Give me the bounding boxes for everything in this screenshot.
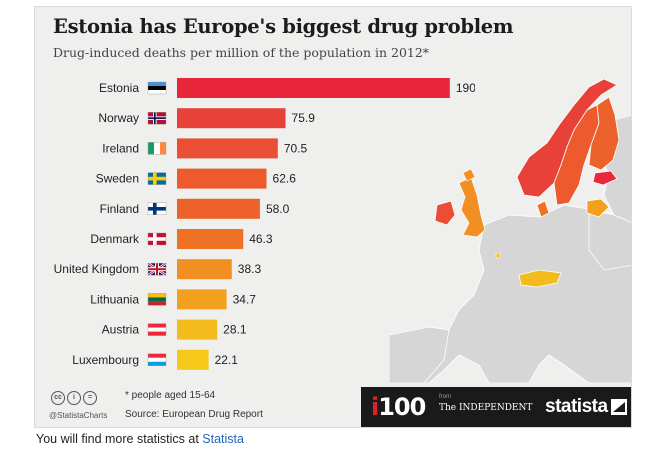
i100-logo: i100 (371, 393, 426, 421)
value-label: 62.6 (273, 172, 297, 186)
flag-icon (147, 112, 167, 125)
category-label: United Kingdom (54, 262, 139, 276)
map-luxembourg (495, 252, 501, 259)
flag-icon (147, 202, 167, 216)
map-denmark (536, 200, 550, 218)
statista-icon (611, 399, 627, 415)
map-austria (518, 269, 562, 288)
map-estonia (592, 170, 618, 186)
source-note: Source: European Drug Report (125, 409, 263, 420)
bar (177, 259, 232, 280)
value-label: 70.5 (284, 141, 308, 155)
value-label: 28.1 (223, 323, 247, 337)
map-uk (458, 176, 486, 238)
value-label: 190.8 (456, 81, 475, 95)
flag-icon (147, 81, 167, 95)
bar (177, 349, 209, 370)
license-icons: cc i = (51, 391, 97, 405)
cc-icon: cc (51, 391, 65, 405)
footnote: * people aged 15-64 (125, 390, 216, 401)
category-label: Norway (98, 111, 139, 125)
category-label: Finland (100, 202, 139, 216)
category-label: Sweden (96, 172, 139, 186)
no-derivatives-icon: = (83, 391, 97, 405)
value-label: 75.9 (292, 111, 316, 125)
bar (177, 108, 286, 129)
chart-card: Estonia has Europe's biggest drug proble… (34, 6, 632, 428)
attribution-icon: i (67, 391, 81, 405)
bar (177, 319, 218, 340)
flag-icon (147, 293, 167, 306)
independent-logo: The INDEPENDENT (439, 403, 533, 413)
europe-map (389, 78, 631, 383)
statista-link-line: You will find more statistics at Statist… (36, 432, 244, 446)
from-label: from (439, 394, 451, 400)
flag-icon (147, 262, 167, 277)
map-iberia (389, 326, 450, 383)
bar (177, 78, 450, 98)
map-scotland-top (462, 168, 476, 182)
map-finland (588, 96, 620, 171)
bar (177, 198, 260, 219)
map-belarus-ukraine (588, 209, 631, 271)
flag-icon (147, 142, 167, 155)
below-text: You will find more statistics at (36, 432, 199, 446)
bar (177, 168, 267, 189)
bar (177, 138, 278, 159)
category-label: Austria (102, 323, 140, 337)
value-label: 58.0 (266, 202, 290, 216)
map-lithuania (586, 198, 610, 218)
value-label: 34.7 (233, 292, 257, 306)
value-label: 22.1 (215, 353, 239, 367)
statista-logo: statista (545, 396, 608, 417)
flag-icon (147, 232, 167, 246)
map-ireland (434, 200, 456, 226)
flag-icon (147, 172, 167, 185)
category-label: Estonia (99, 81, 139, 95)
statista-link[interactable]: Statista (202, 432, 244, 446)
bar (177, 229, 244, 249)
category-label: Luxembourg (72, 353, 139, 367)
value-label: 46.3 (249, 232, 273, 246)
flag-icon (147, 353, 167, 366)
flag-icon (147, 323, 167, 336)
category-label: Lithuania (90, 292, 139, 306)
category-label: Denmark (90, 232, 140, 246)
bar-chart: Estonia 190.8 Norway 75.9 Ireland 70.5 Sweden 6… (54, 78, 475, 370)
bar (177, 289, 227, 310)
chart-subtitle: Drug-induced deaths per million of the p… (53, 45, 430, 60)
chart-title: Estonia has Europe's biggest drug proble… (53, 15, 514, 38)
value-label: 38.3 (238, 262, 262, 276)
category-label: Ireland (102, 141, 139, 155)
statista-handle: @StatistaCharts (49, 411, 108, 420)
brand-bar: i100 from The INDEPENDENT statista (361, 387, 631, 427)
